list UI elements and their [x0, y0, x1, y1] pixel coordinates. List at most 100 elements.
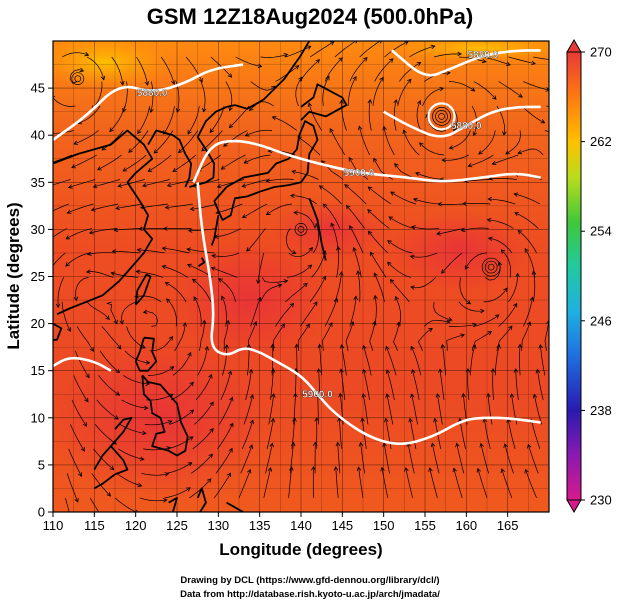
x-tick-label: 120 [125, 518, 147, 533]
streamline-arrow [410, 285, 415, 290]
streamline [374, 58, 394, 82]
coastline [189, 41, 311, 188]
streamline [413, 198, 441, 205]
streamline [68, 179, 96, 188]
streamline-arrow [65, 262, 70, 267]
streamline [136, 56, 148, 86]
streamline [275, 303, 294, 327]
colorbar-tick-label: 262 [590, 134, 612, 149]
streamline-arrow [142, 183, 147, 188]
streamline-arrow [352, 75, 357, 81]
streamline-arrow [294, 65, 300, 70]
coastline [210, 215, 220, 246]
coastline [226, 501, 244, 512]
streamline [290, 195, 317, 205]
streamline-arrow [224, 344, 230, 349]
streamline-arrow [209, 401, 214, 407]
streamline-arrow [344, 184, 349, 189]
x-tick-label: 145 [331, 518, 353, 533]
credit-line-2: Data from http://database.rish.kyoto-u.a… [180, 589, 440, 600]
streamline [409, 45, 435, 58]
streamline-arrow [138, 226, 143, 232]
streamline [471, 331, 492, 351]
streamline-arrow [462, 201, 467, 206]
streamline [527, 444, 539, 474]
streamline [171, 381, 194, 401]
streamline [161, 56, 175, 85]
streamline-arrow [280, 323, 285, 329]
streamline-arrow [360, 417, 365, 423]
warm-region [270, 200, 390, 260]
streamline [215, 448, 233, 474]
streamline [286, 228, 296, 254]
streamline-arrow [189, 409, 195, 414]
streamline-arrow [66, 327, 71, 333]
streamline [266, 418, 274, 449]
streamline [483, 418, 491, 449]
streamline [407, 443, 415, 474]
colorbar: 270 262 254 246 238 230 [566, 39, 612, 513]
streamline-arrow [455, 442, 460, 448]
streamline [360, 442, 366, 474]
vortex-ring [438, 113, 445, 120]
streamline [357, 270, 361, 302]
streamline-arrow [379, 76, 384, 82]
streamline [508, 56, 536, 65]
streamline [514, 212, 539, 229]
streamline-arrow [162, 498, 168, 503]
streamline [194, 401, 214, 425]
streamline-arrow [329, 127, 334, 133]
streamline-arrow [369, 251, 375, 257]
streamline [368, 99, 372, 131]
streamline [74, 350, 90, 378]
streamline-arrow [315, 59, 321, 64]
streamline [75, 277, 89, 301]
streamline-arrow [461, 392, 466, 398]
streamline [187, 248, 215, 254]
streamline [112, 250, 140, 254]
streamline-arrow [270, 417, 276, 423]
grid-lines [53, 41, 549, 512]
streamline-arrow [470, 87, 476, 92]
streamline-arrow [117, 183, 123, 188]
streamline-arrow [460, 227, 466, 233]
streamline-arrow [491, 160, 497, 166]
streamline [223, 320, 229, 351]
streamline-arrow [452, 467, 457, 473]
streamline-arrow [387, 240, 392, 245]
streamline-arrow [249, 394, 255, 399]
streamline [393, 99, 397, 131]
streamline-arrow [411, 368, 416, 374]
streamline [248, 321, 257, 351]
streamline-arrow [246, 247, 251, 252]
streamline [353, 247, 362, 278]
streamline [245, 129, 273, 137]
streamline [459, 418, 466, 449]
streamline [345, 321, 354, 351]
contour-label: 5880.0 [137, 88, 168, 99]
streamline-arrow [402, 129, 407, 135]
streamline-arrow [384, 417, 389, 423]
colorbar-tick-label: 254 [590, 224, 612, 239]
streamline-arrow [478, 150, 483, 155]
streamline-arrow [373, 294, 378, 300]
streamline [524, 248, 536, 278]
streamline-arrow [277, 283, 283, 288]
streamline-arrow [186, 263, 192, 268]
streamline-arrow [70, 524, 74, 528]
streamline-arrow [171, 80, 176, 86]
streamline-arrow [209, 427, 214, 433]
streamline-arrow [86, 251, 92, 256]
streamline-arrow [47, 272, 50, 276]
y-tick-label: 20 [31, 316, 45, 331]
streamline-arrow [436, 231, 441, 236]
streamline-arrow [227, 73, 233, 78]
streamline-arrow [379, 41, 383, 44]
streamline [137, 249, 165, 254]
streamline [66, 473, 79, 503]
streamline [322, 322, 333, 351]
streamline-arrow [113, 227, 119, 233]
streamline-arrow [218, 278, 223, 283]
colorbar-bottom-arrow [566, 499, 582, 513]
streamline-arrow [73, 140, 79, 145]
